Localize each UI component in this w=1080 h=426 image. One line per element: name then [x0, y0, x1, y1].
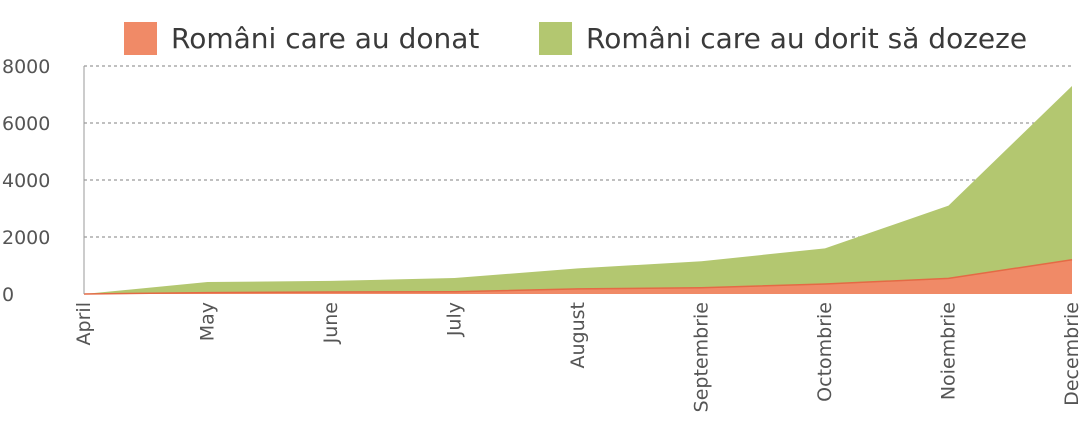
- legend-swatch-dorit: [539, 21, 572, 55]
- x-tick-label: Decembrie: [1061, 302, 1080, 406]
- legend: Români care au donat Români care au dori…: [0, 18, 1080, 58]
- area-series-dorit: [84, 86, 1072, 294]
- y-tick-label: 6000: [2, 113, 50, 135]
- x-tick-label: Octombrie: [814, 302, 836, 402]
- legend-item-dorit: Români care au dorit să dozeze: [539, 18, 1027, 58]
- x-tick-label: June: [320, 302, 342, 344]
- line-series-donat: [83, 259, 1073, 295]
- x-tick-label: July: [444, 302, 466, 337]
- x-tick-label: August: [567, 302, 589, 369]
- x-tick-label: Septembrie: [691, 302, 713, 412]
- area-series-donat: [84, 259, 1072, 294]
- y-tick-label: 4000: [2, 170, 50, 192]
- y-tick-label: 2000: [2, 227, 50, 249]
- legend-swatch-donat: [124, 21, 157, 55]
- y-tick-label: 8000: [2, 56, 50, 78]
- y-tick-label: 0: [2, 284, 14, 306]
- legend-label-donat: Români care au donat: [171, 21, 480, 55]
- x-tick-label: April: [73, 302, 95, 345]
- legend-label-dorit: Români care au dorit să dozeze: [586, 21, 1028, 55]
- x-tick-label: May: [197, 302, 219, 341]
- x-tick-label: Noiembrie: [938, 302, 960, 400]
- legend-item-donat: Români care au donat: [124, 18, 479, 58]
